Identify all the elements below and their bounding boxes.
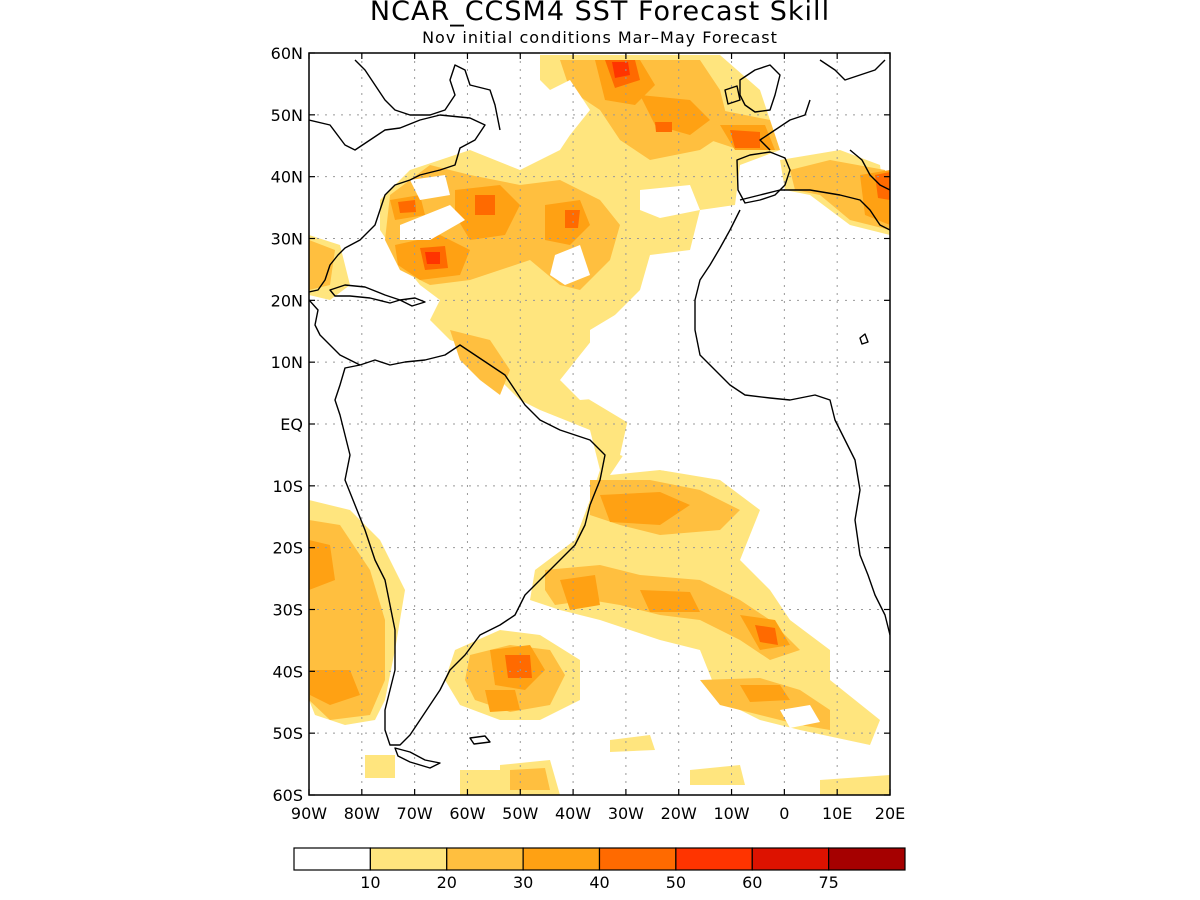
colorbar-label: 75 <box>818 873 838 892</box>
lon-tick-label: 10W <box>713 804 749 823</box>
lon-tick-label: 20W <box>661 804 697 823</box>
skill-level-50-60 <box>425 62 630 264</box>
lat-tick-label: 30S <box>272 601 303 620</box>
lat-tick-label: 10S <box>272 477 303 496</box>
lat-tick-label: 10N <box>271 353 303 372</box>
colorbar: 10 20 30 40 50 60 75 <box>293 847 906 892</box>
lon-tick-label: 10E <box>822 804 852 823</box>
map-subtitle: Nov initial conditions Mar–May Forecast <box>422 28 778 47</box>
lon-tick-label: 90W <box>291 804 327 823</box>
lat-tick-label: 50N <box>271 106 303 125</box>
colorbar-label: 60 <box>742 873 762 892</box>
lat-tick-label: 20S <box>272 539 303 558</box>
lon-tick-label: 60W <box>449 804 485 823</box>
lat-tick-label: 60S <box>272 786 303 805</box>
lat-tick-label: 60N <box>271 44 303 63</box>
colorbar-label: 40 <box>589 873 609 892</box>
colorbar-label: 10 <box>360 873 380 892</box>
lon-tick-label: 40W <box>555 804 591 823</box>
lon-tick-label: 30W <box>608 804 644 823</box>
south-america-coast <box>334 344 606 746</box>
coastlines <box>309 59 890 769</box>
africa-coast <box>694 189 890 636</box>
map-title: NCAR_CCSM4 SST Forecast Skill <box>369 0 831 27</box>
tierra-del-fuego-coast <box>394 747 441 769</box>
lat-tick-label: EQ <box>280 415 303 434</box>
lat-tick-label: 30N <box>271 230 303 249</box>
hispaniola-coast <box>399 297 426 307</box>
iberia-coast <box>736 151 791 204</box>
british-isles-coast <box>739 64 781 113</box>
north-america-north-coast <box>354 59 501 131</box>
low-skill-gaps <box>400 80 820 728</box>
lon-tick-label: 20E <box>875 804 905 823</box>
france-coast <box>759 99 811 151</box>
north-america-coast <box>309 114 486 293</box>
skill-level-10-20 <box>309 55 890 795</box>
lat-tick-label: 40N <box>271 168 303 187</box>
colorbar-bin <box>675 847 753 871</box>
colorbar-bin <box>293 847 371 871</box>
lat-tick-label: 50S <box>272 724 303 743</box>
lon-tick-label: 50W <box>502 804 538 823</box>
colorbar-bin <box>828 847 906 871</box>
colorbar-label: 30 <box>513 873 533 892</box>
colorbar-label: 20 <box>437 873 457 892</box>
cuba-coast <box>329 284 401 304</box>
central-america-coast <box>309 299 361 366</box>
colorbar-bin <box>369 847 448 871</box>
colorbar-bin <box>598 847 677 871</box>
canary-islands-coast <box>859 333 869 345</box>
lat-tick-label: 20N <box>271 291 303 310</box>
skill-shading <box>309 55 890 795</box>
colorbar-bin <box>446 847 524 871</box>
falklands-coast <box>469 735 491 745</box>
italy-coast <box>849 149 890 191</box>
ireland-coast <box>724 85 741 105</box>
map-axes: 60N 50N 40N 30N 20N 10N EQ 10S 20S 30S 40S 50S 60S90… <box>271 44 906 823</box>
lon-tick-label: 0 <box>779 804 789 823</box>
colorbar-bin <box>522 847 601 871</box>
lon-tick-label: 80W <box>344 804 380 823</box>
lon-tick-label: 70W <box>397 804 433 823</box>
scandinavia-coast <box>819 59 886 81</box>
colorbar-bin <box>751 847 830 871</box>
colorbar-label: 50 <box>666 873 686 892</box>
lat-tick-label: 40S <box>272 662 303 681</box>
